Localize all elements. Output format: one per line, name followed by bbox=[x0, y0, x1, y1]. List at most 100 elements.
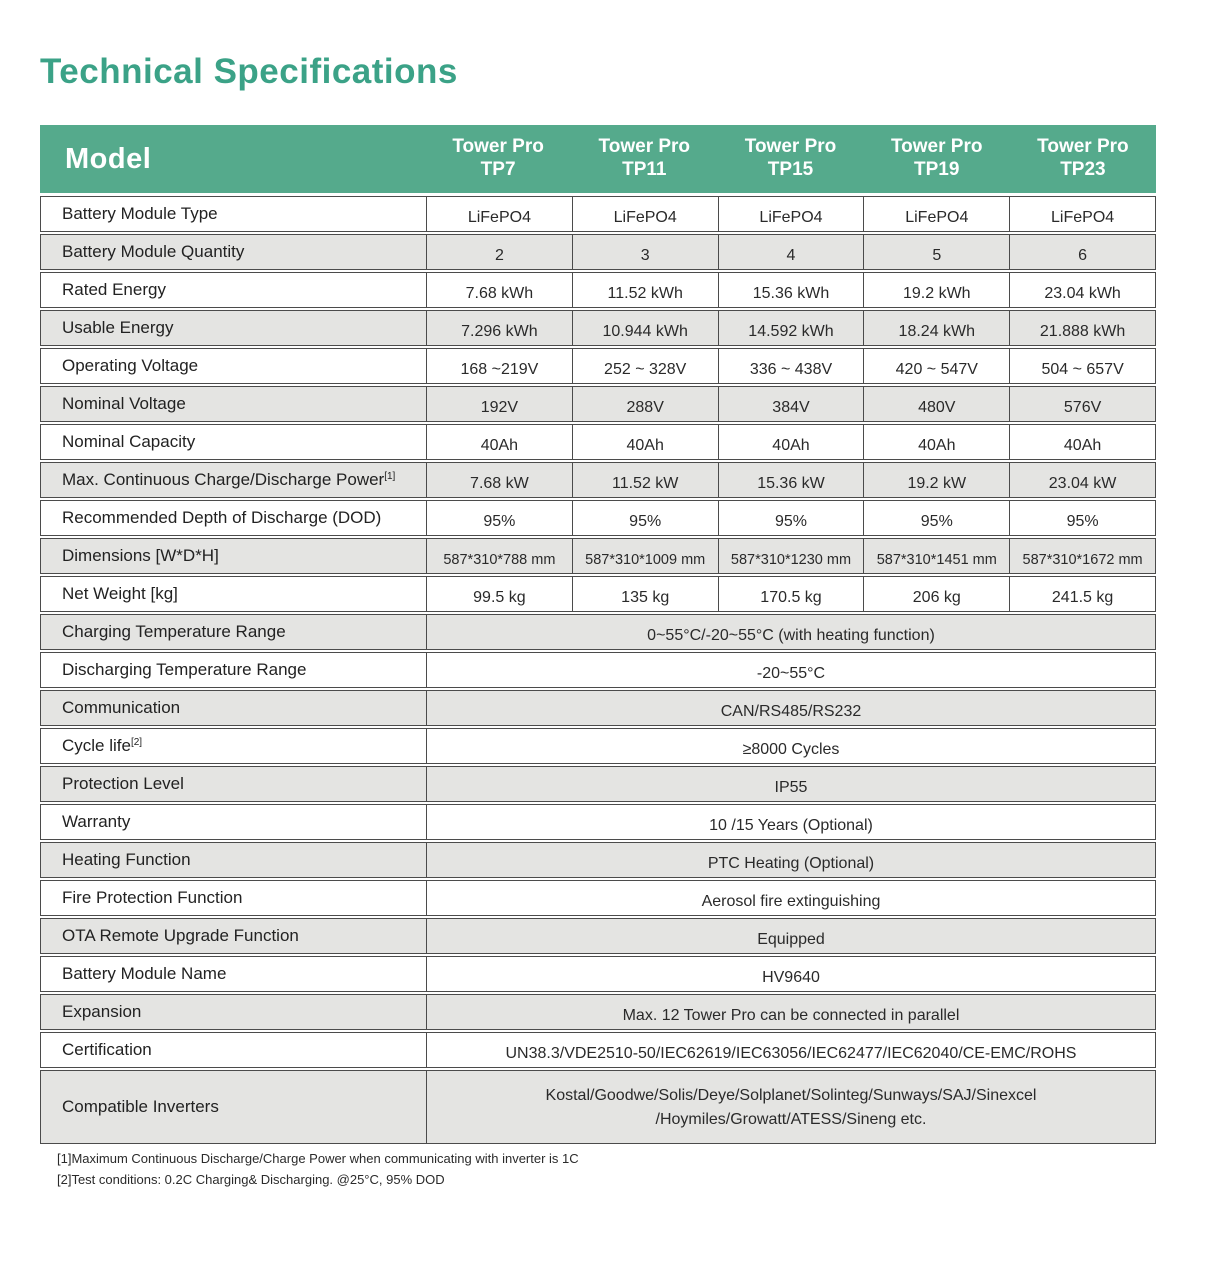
spec-span-cell: Max. 12 Tower Pro can be connected in pa… bbox=[426, 995, 1155, 1029]
spec-span-cell: HV9640 bbox=[426, 957, 1155, 991]
row-label: Battery Module Quantity bbox=[62, 242, 245, 261]
spec-row: Communication CAN/RS485/RS232 bbox=[40, 690, 1156, 726]
model-header-cell: Model bbox=[65, 142, 152, 175]
spec-value-cell: 252 ~ 328V bbox=[571, 349, 718, 383]
spec-row: Recommended Depth of Discharge (DOD) 95% 9… bbox=[40, 500, 1156, 536]
spec-value-cell: 576V bbox=[1009, 387, 1155, 421]
spec-value-cell: 587*310*1009 mm bbox=[571, 539, 718, 573]
spec-value-cell: LiFePO4 bbox=[1009, 197, 1155, 231]
spec-value-cell: 135 kg bbox=[571, 577, 718, 611]
spec-row: OTA Remote Upgrade Function Equipped bbox=[40, 918, 1156, 954]
table-header-row: Model Tower Pro TP7 Tower Pro TP11 Tower Pro… bbox=[40, 125, 1156, 193]
spec-value-cell: 3 bbox=[571, 235, 718, 269]
spec-value-cell: 40Ah bbox=[1009, 425, 1155, 459]
row-label: Discharging Temperature Range bbox=[62, 660, 307, 679]
spec-row: Discharging Temperature Range -20~55°C bbox=[40, 652, 1156, 688]
footnote-2: [2]Test conditions: 0.2C Charging& Disch… bbox=[57, 1172, 445, 1188]
spec-value-cell: 23.04 kWh bbox=[1009, 273, 1155, 307]
spec-value-cell: 40Ah bbox=[571, 425, 718, 459]
spec-value-cell: 2 bbox=[426, 235, 572, 269]
row-label: Certification bbox=[62, 1040, 152, 1059]
spec-value-cell: LiFePO4 bbox=[426, 197, 572, 231]
spec-value-cell: 7.296 kWh bbox=[426, 311, 572, 345]
column-header-tp23: Tower Pro TP23 bbox=[1037, 136, 1129, 180]
spec-row: Certification UN38.3/VDE2510-50/IEC62619/… bbox=[40, 1032, 1156, 1068]
row-label: Max. Continuous Charge/Discharge Power [1… bbox=[62, 470, 396, 489]
spec-value-cell: 504 ~ 657V bbox=[1009, 349, 1155, 383]
spec-row: Nominal Capacity 40Ah 40Ah 40Ah 40Ah 40Ah bbox=[40, 424, 1156, 460]
spec-value-cell: 14.592 kWh bbox=[717, 311, 864, 345]
row-label: Rated Energy bbox=[62, 280, 166, 299]
spec-row: Compatible Inverters Kostal/Goodwe/Solis/… bbox=[40, 1070, 1156, 1144]
spec-value-cell: 95% bbox=[717, 501, 864, 535]
spec-span-cell: Kostal/Goodwe/Solis/Deye/Solplanet/Solin… bbox=[426, 1071, 1155, 1143]
spec-value-cell: 19.2 kW bbox=[863, 463, 1009, 497]
spec-value-cell: 40Ah bbox=[426, 425, 572, 459]
spec-span-cell: Aerosol fire extinguishing bbox=[426, 881, 1155, 915]
row-label: Heating Function bbox=[62, 850, 191, 869]
spec-span-cell: IP55 bbox=[426, 767, 1155, 801]
spec-row: Dimensions [W*D*H] 587*310*788 mm 587*310*… bbox=[40, 538, 1156, 574]
spec-row: Nominal Voltage 192V 288V 384V 480V 576V bbox=[40, 386, 1156, 422]
row-label: Recommended Depth of Discharge (DOD) bbox=[62, 508, 382, 527]
spec-value-cell: 4 bbox=[717, 235, 864, 269]
spec-span-cell: PTC Heating (Optional) bbox=[426, 843, 1155, 877]
spec-row: Fire Protection Function Aerosol fire ext… bbox=[40, 880, 1156, 916]
spec-value-cell: 19.2 kWh bbox=[863, 273, 1009, 307]
spec-value-cell: 288V bbox=[571, 387, 718, 421]
spec-value-cell: 95% bbox=[571, 501, 718, 535]
spec-row: Cycle life [2] ≥8000 Cycles bbox=[40, 728, 1156, 764]
spec-value-cell: 23.04 kW bbox=[1009, 463, 1155, 497]
column-header-tp7: Tower Pro TP7 bbox=[452, 136, 544, 180]
spec-value-cell: 40Ah bbox=[717, 425, 864, 459]
row-label: Usable Energy bbox=[62, 318, 174, 337]
spec-row: Battery Module Type LiFePO4 LiFePO4 LiFePO4… bbox=[40, 196, 1156, 232]
row-label: Nominal Capacity bbox=[62, 432, 196, 451]
row-label: Fire Protection Function bbox=[62, 888, 243, 907]
spec-value-cell: LiFePO4 bbox=[863, 197, 1009, 231]
spec-value-cell: 5 bbox=[863, 235, 1009, 269]
spec-value-cell: 21.888 kWh bbox=[1009, 311, 1155, 345]
spec-value-cell: 95% bbox=[426, 501, 572, 535]
spec-value-cell: 241.5 kg bbox=[1009, 577, 1155, 611]
row-label: Warranty bbox=[62, 812, 131, 831]
spec-value-cell: 384V bbox=[717, 387, 864, 421]
row-label: Expansion bbox=[62, 1002, 142, 1021]
spec-value-cell: 480V bbox=[863, 387, 1009, 421]
spec-value-cell: 11.52 kW bbox=[571, 463, 718, 497]
spec-value-cell: 420 ~ 547V bbox=[863, 349, 1009, 383]
spec-span-cell: UN38.3/VDE2510-50/IEC62619/IEC63056/IEC6… bbox=[426, 1033, 1155, 1067]
spec-span-cell: 0~55°C/-20~55°C (with heating function) bbox=[426, 615, 1155, 649]
spec-row: Charging Temperature Range 0~55°C/-20~55°… bbox=[40, 614, 1156, 650]
spec-row: Max. Continuous Charge/Discharge Power [1… bbox=[40, 462, 1156, 498]
spec-value-cell: 168 ~219V bbox=[426, 349, 572, 383]
spec-table: Model Tower Pro TP7 Tower Pro TP11 Tower Pro… bbox=[40, 125, 1156, 1144]
row-label: Cycle life [2] bbox=[62, 736, 143, 755]
column-header-tp11: Tower Pro TP11 bbox=[598, 136, 691, 180]
table-body: Battery Module Type LiFePO4 LiFePO4 LiFePO4… bbox=[40, 196, 1156, 1144]
spec-row: Battery Module Name HV9640 bbox=[40, 956, 1156, 992]
page-title: Technical Specifications bbox=[40, 52, 458, 91]
spec-value-cell: 587*310*1230 mm bbox=[717, 539, 864, 573]
spec-value-cell: 40Ah bbox=[863, 425, 1009, 459]
spec-value-cell: 95% bbox=[863, 501, 1009, 535]
spec-value-cell: 206 kg bbox=[863, 577, 1009, 611]
spec-row: Expansion Max. 12 Tower Pro can be connec… bbox=[40, 994, 1156, 1030]
spec-row: Protection Level IP55 bbox=[40, 766, 1156, 802]
column-header-tp15: Tower Pro TP15 bbox=[744, 136, 837, 180]
column-header-tp19: Tower Pro TP19 bbox=[890, 136, 983, 180]
spec-span-cell: Equipped bbox=[426, 919, 1155, 953]
spec-value-cell: 15.36 kWh bbox=[717, 273, 864, 307]
spec-value-cell: 18.24 kWh bbox=[863, 311, 1009, 345]
spec-value-cell: 11.52 kWh bbox=[571, 273, 718, 307]
spec-value-cell: 10.944 kWh bbox=[571, 311, 718, 345]
row-label: Compatible Inverters bbox=[62, 1097, 219, 1116]
spec-span-cell: ≥8000 Cycles bbox=[426, 729, 1155, 763]
spec-value-cell: LiFePO4 bbox=[717, 197, 864, 231]
row-label: Communication bbox=[62, 698, 181, 717]
spec-row: Heating Function PTC Heating (Optional) bbox=[40, 842, 1156, 878]
footnote-1: [1]Maximum Continuous Discharge/Charge P… bbox=[57, 1151, 579, 1166]
footnotes: [1]Maximum Continuous Discharge/Charge P… bbox=[57, 1148, 579, 1191]
row-label: Operating Voltage bbox=[62, 356, 199, 375]
spec-value-cell: 7.68 kWh bbox=[426, 273, 572, 307]
